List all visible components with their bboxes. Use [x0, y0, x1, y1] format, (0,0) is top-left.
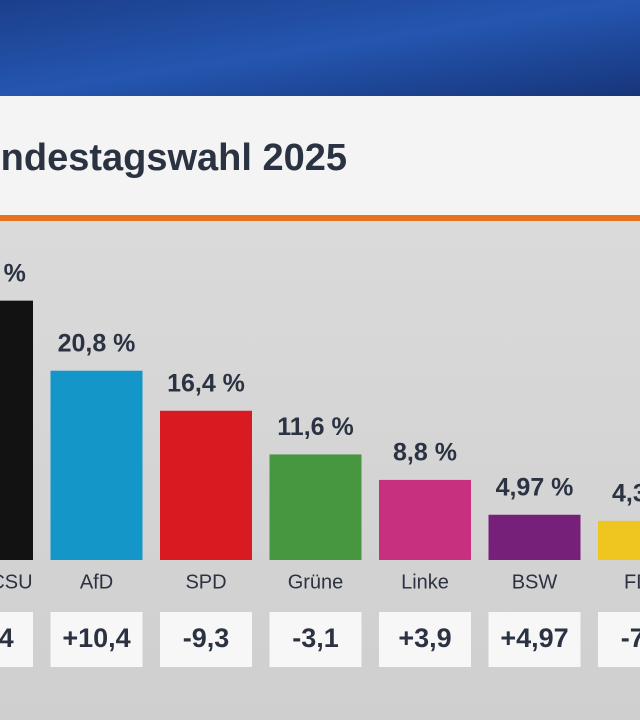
- bars: 28,5 % CDU/CSU +4,4 20,8 % AfD +10,4 16,4 % SPD…: [0, 259, 640, 667]
- change-label: +4,97: [500, 623, 568, 653]
- change-box: [269, 612, 362, 667]
- change-box: [50, 612, 143, 667]
- change-label: -9,3: [183, 623, 230, 653]
- value-label: 28,5 %: [0, 259, 26, 287]
- bar: [379, 479, 471, 560]
- category-label: CDU/CSU: [0, 571, 33, 593]
- change-label: +4,4: [0, 623, 14, 653]
- value-label: 11,6 %: [277, 413, 353, 441]
- change-box: [488, 612, 581, 667]
- change-label: -3,1: [292, 623, 339, 653]
- change-label: +3,9: [398, 623, 451, 653]
- category-label: SPD: [185, 571, 226, 593]
- change-box: [598, 612, 640, 667]
- value-label: 16,4 %: [167, 369, 245, 397]
- category-label: AfD: [80, 571, 113, 593]
- bar: [488, 514, 581, 560]
- chart-title: Bundestagswahl 2025: [0, 137, 347, 179]
- value-label: 20,8 %: [58, 329, 136, 357]
- category-label: Grüne: [288, 571, 344, 593]
- value-label: 4,3 %: [612, 479, 640, 507]
- bar: [598, 520, 640, 560]
- change-box: [160, 612, 252, 667]
- bar: [160, 410, 252, 560]
- title-panel: [0, 96, 640, 215]
- change-box: [379, 612, 471, 667]
- change-label: -7,2: [621, 623, 640, 653]
- value-label: 8,8 %: [393, 439, 457, 467]
- background-banner: [0, 0, 640, 96]
- bar: [269, 454, 362, 560]
- bar: [50, 370, 143, 560]
- bar: [0, 300, 33, 560]
- value-label: 4,97 %: [496, 473, 574, 501]
- title-underline: [0, 215, 640, 221]
- change-box: [0, 612, 33, 667]
- category-label: Linke: [401, 571, 449, 593]
- change-label: +10,4: [62, 623, 130, 653]
- category-label: FDP: [624, 571, 640, 593]
- category-label: BSW: [512, 571, 558, 593]
